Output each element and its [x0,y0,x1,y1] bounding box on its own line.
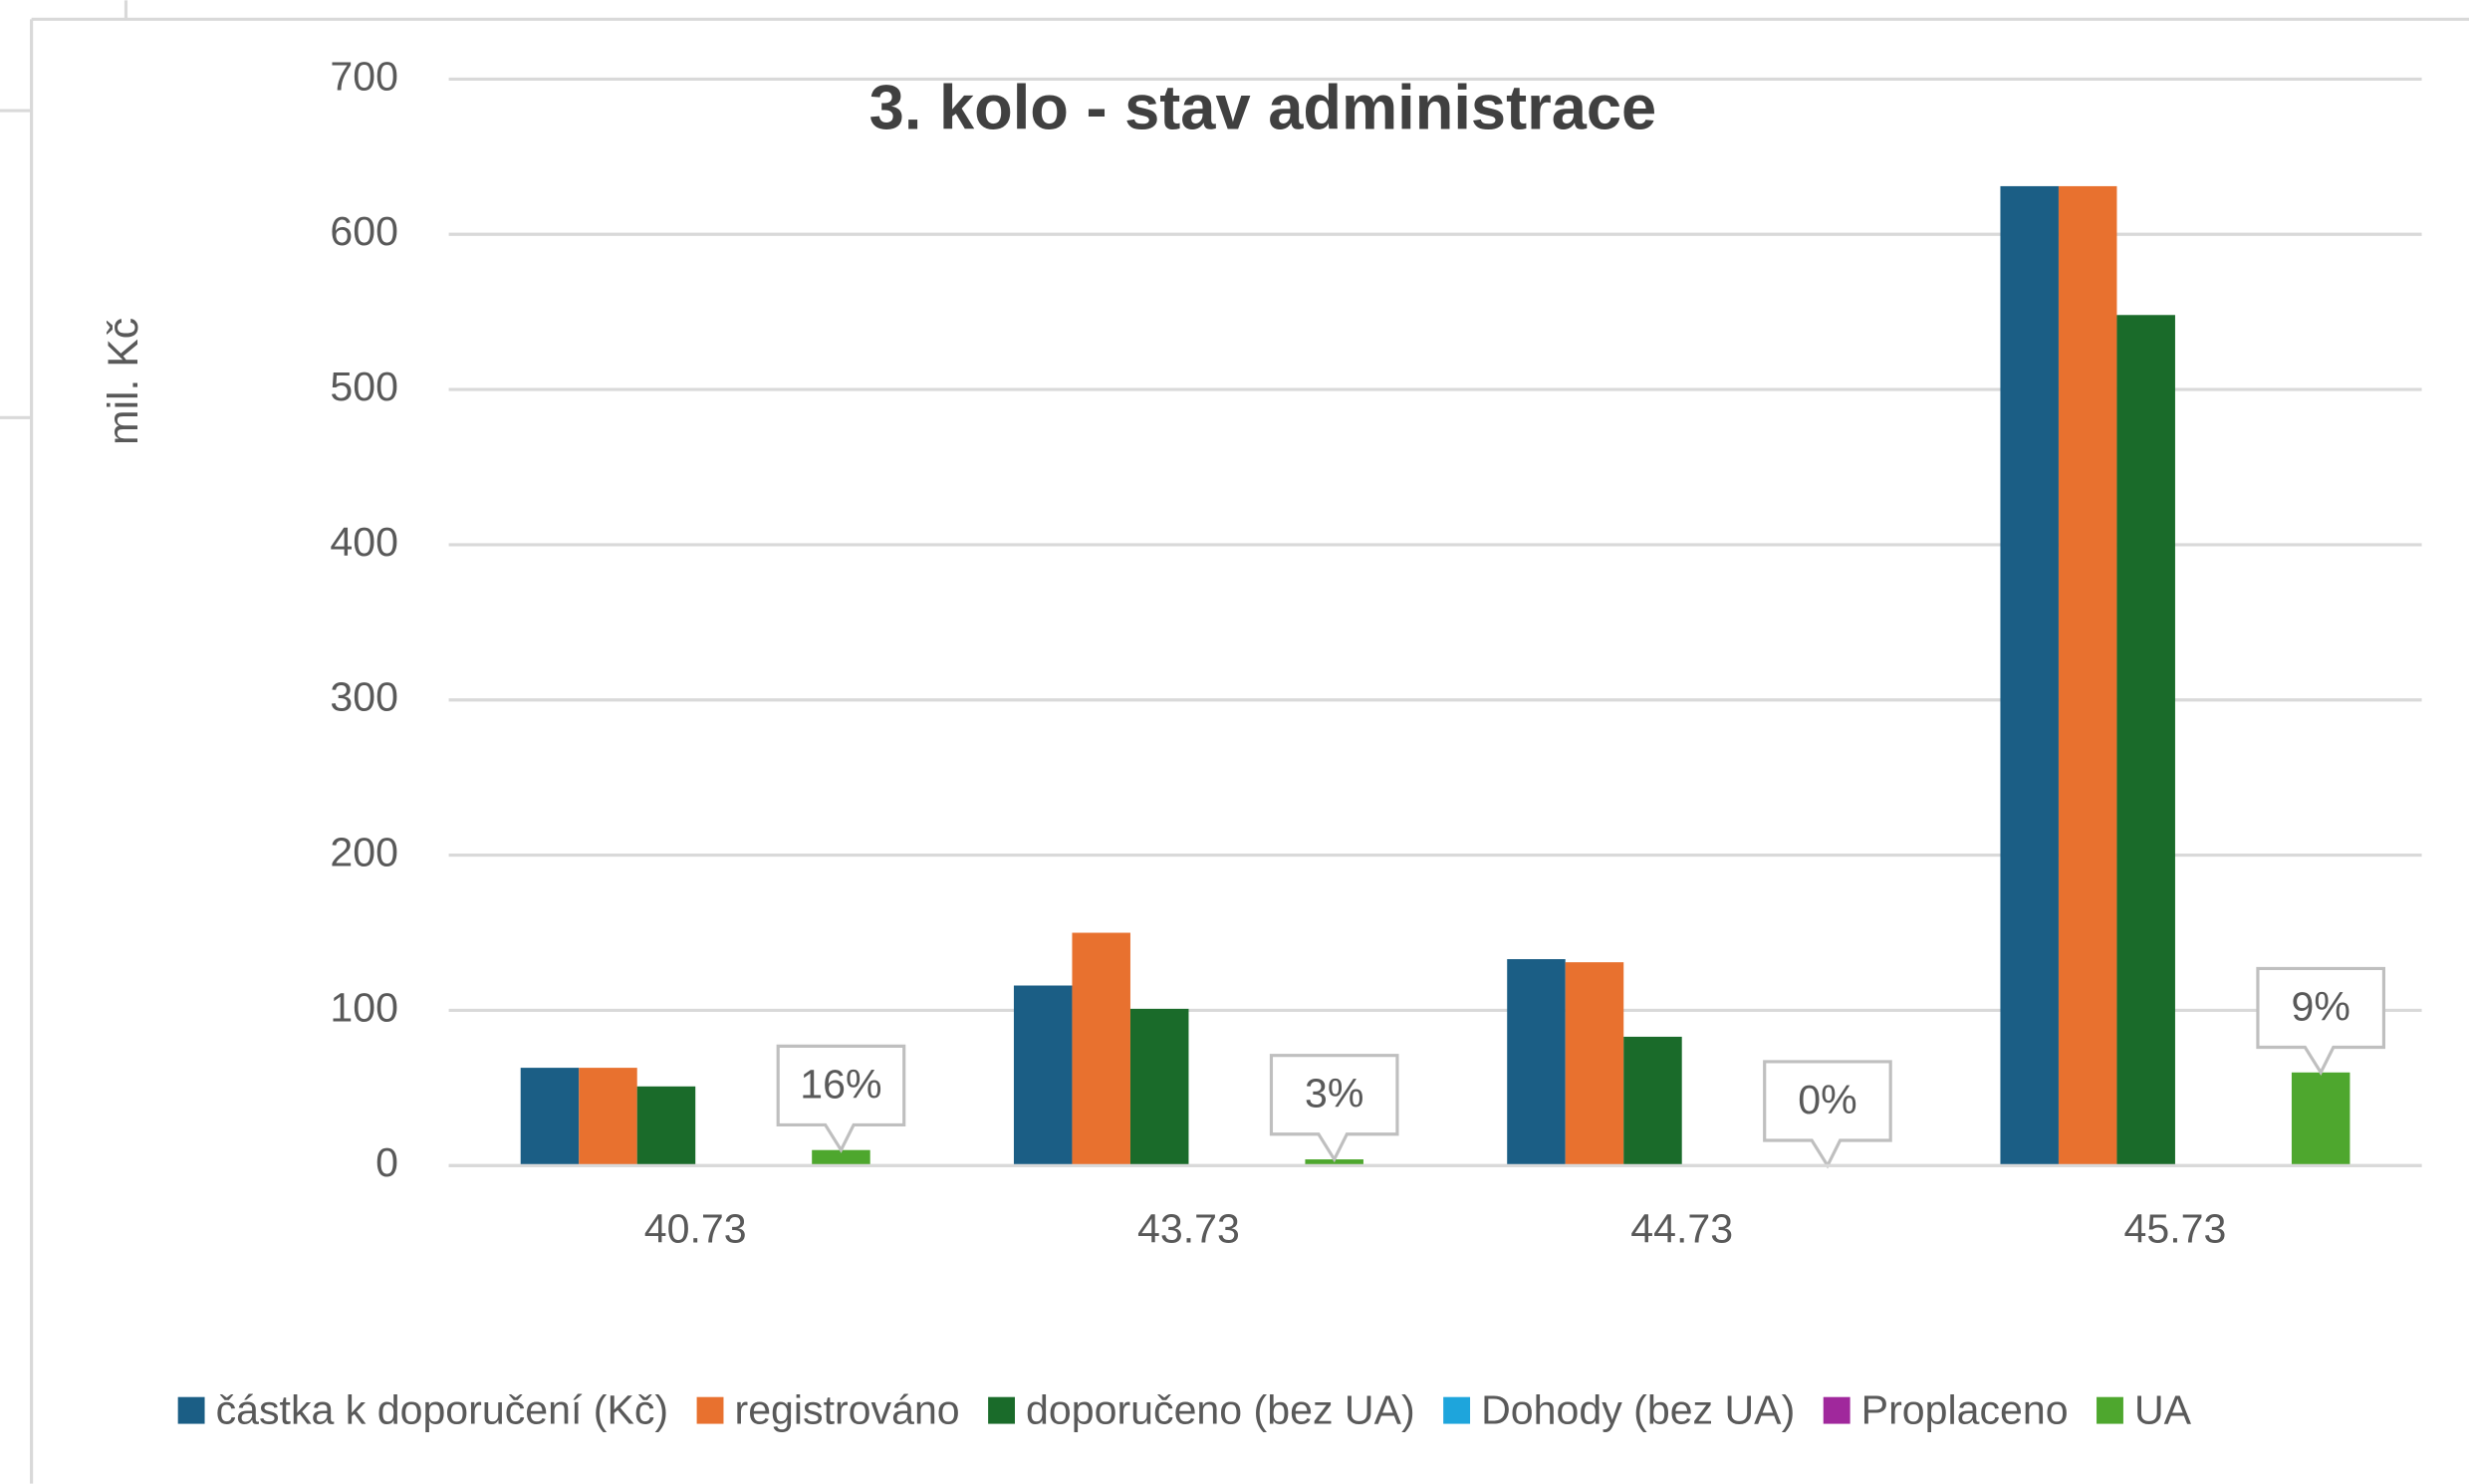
y-tick-label: 500 [330,364,398,409]
bar [1305,1159,1363,1166]
legend-label: Proplaceno [1861,1386,2069,1432]
legend-swatch [1823,1396,1851,1424]
legend-swatch [2097,1396,2123,1424]
legend-label: registrováno [735,1386,960,1432]
legend-swatch [988,1396,1016,1424]
callout [1269,1054,1399,1163]
annotation: 0% [1798,1077,1856,1122]
callout [1763,1060,1892,1169]
y-axis-label: mil. Kč [100,318,147,445]
annotation: 16% [800,1061,881,1107]
bar [579,1068,637,1166]
y-tick-label: 600 [330,208,398,254]
x-tick-label: 40.73 [644,1206,747,1252]
bar [2116,315,2175,1166]
y-tick-label: 300 [330,674,398,720]
bar [2291,1072,2350,1166]
bar [2000,185,2059,1166]
bar [636,1086,696,1166]
legend-label: doporučeno (bez UA) [1026,1386,1415,1432]
legend-swatch [177,1396,205,1424]
bar [812,1149,870,1166]
bar [520,1068,580,1166]
bar [1129,1008,1189,1166]
legend-swatch [696,1396,724,1424]
x-tick-label: 45.73 [2124,1206,2227,1252]
annotation: 3% [1305,1071,1363,1116]
chart-title: 3. kolo - stav administrace [869,73,1657,142]
bar [2058,185,2117,1166]
x-tick-label: 43.73 [1137,1206,1240,1252]
legend-swatch [1443,1396,1471,1424]
bar [1623,1036,1682,1166]
y-tick-label: 200 [330,829,398,874]
bar [1507,959,1566,1166]
y-tick-label: 0 [375,1139,398,1185]
legend-label: UA [2134,1386,2192,1432]
callout [2256,966,2386,1077]
x-tick-label: 44.73 [1630,1206,1733,1252]
legend-label: Dohody (bez UA) [1481,1386,1795,1432]
y-tick-label: 400 [330,519,398,565]
y-tick-label: 100 [330,984,398,1030]
annotation: 9% [2291,983,2349,1029]
bar [1013,985,1073,1166]
bar [1072,932,1130,1166]
y-tick-label: 700 [330,53,398,99]
callout [776,1044,906,1153]
legend-label: částka k doporučení (Kč) [216,1386,669,1432]
bar [1565,962,1624,1166]
